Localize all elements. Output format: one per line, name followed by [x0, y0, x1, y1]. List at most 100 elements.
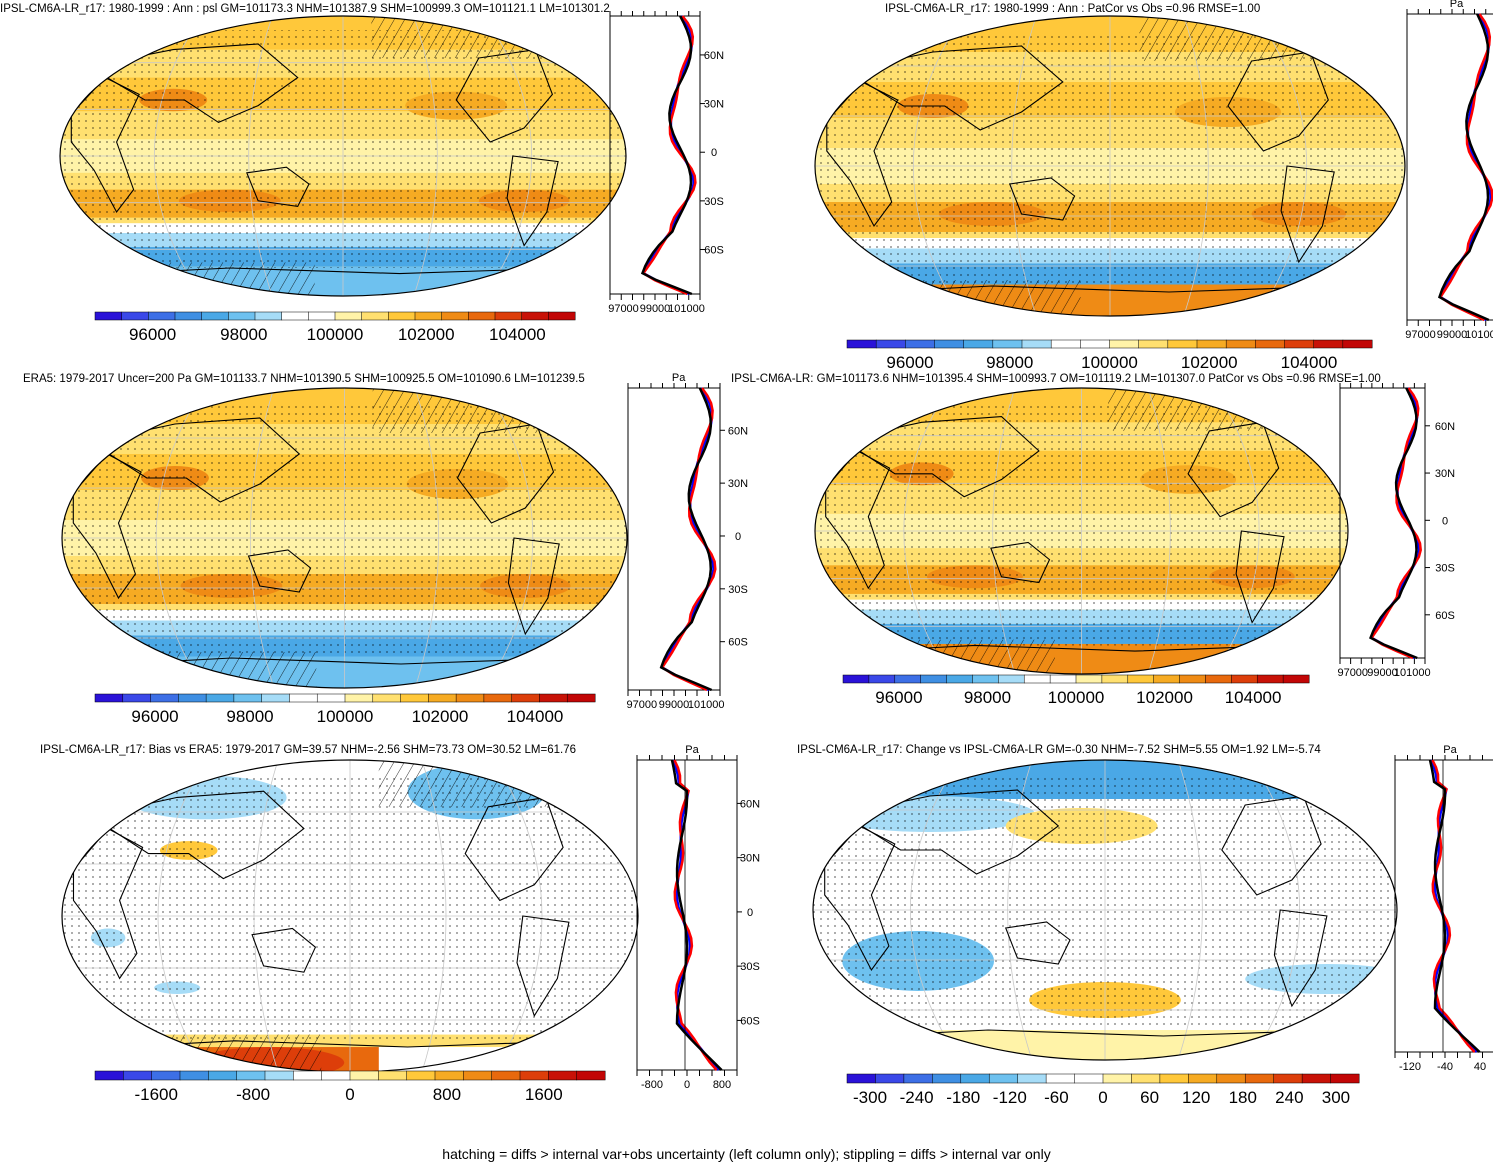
colorbar-swatch — [548, 1070, 578, 1081]
coastline — [1008, 177, 1076, 221]
colorbar-swatch — [1284, 339, 1315, 349]
colorbar-swatch — [468, 311, 496, 321]
zonal-axis-label: 99000 — [659, 699, 690, 711]
graticule-lon — [493, 760, 543, 1072]
colorbar-tick-label: -240 — [900, 1088, 934, 1107]
zonal-axis-label: 99000 — [1367, 667, 1398, 679]
colorbar-tick-label: -800 — [236, 1085, 270, 1104]
zonal-axis-label: 99000 — [640, 303, 671, 315]
colorbar-tick-label: 100000 — [1081, 353, 1138, 372]
zonal-line-model-a — [641, 15, 697, 296]
zonal-axis-label: 101000 — [1465, 329, 1493, 341]
map-outline — [814, 387, 1349, 675]
panel-title: IPSL-CM6A-LR: GM=101173.6 NHM=101395.4 S… — [731, 373, 1381, 385]
zonal-axis-label: 97000 — [627, 699, 658, 711]
colorbar-tick-label: 240 — [1275, 1088, 1303, 1107]
graticule-lon — [1007, 760, 1033, 1060]
colorbar-swatch — [122, 693, 152, 703]
graticule-lon — [1250, 760, 1300, 1060]
panel-title: IPSL-CM6A-LR_r17: 1980-1999 : Ann : PatC… — [885, 3, 1261, 15]
zonal-plot: -120 -40 40 Pa — [1394, 744, 1493, 1073]
latitude-label: 60S — [740, 1015, 760, 1027]
colorbar-swatch — [846, 1073, 876, 1084]
colorbar-swatch — [179, 1070, 209, 1081]
colorbar: 96000 98000 100000 102000 104000 — [94, 311, 576, 344]
colorbar-swatch — [205, 693, 235, 703]
colorbar-swatch — [150, 693, 179, 703]
colorbar-swatch — [1127, 674, 1155, 684]
colorbar-swatch — [1101, 674, 1129, 684]
zonal-unit: Pa — [685, 744, 699, 756]
colorbar-swatch — [463, 1070, 493, 1081]
colorbar-tick-label: 800 — [433, 1085, 461, 1104]
coastline — [1273, 909, 1328, 1008]
latitude-label: 30S — [728, 584, 748, 596]
latitude-label: 60N — [728, 425, 748, 437]
colorbar-swatch — [121, 311, 149, 321]
map-outline — [814, 15, 1406, 317]
graticule-lon — [249, 388, 275, 688]
zonal-line-obs — [670, 759, 723, 1071]
zonal-line-obs — [1428, 759, 1481, 1053]
coastline — [506, 155, 559, 247]
colorbar-swatch — [372, 693, 402, 703]
colorbar-swatch — [519, 1070, 549, 1081]
hatching — [874, 280, 1081, 316]
coastline — [840, 416, 1040, 498]
colorbar-swatch — [1075, 674, 1103, 684]
zonal-axis-label: 97000 — [608, 303, 639, 315]
colorbar-tick-label: 104000 — [1281, 353, 1338, 372]
colorbar-tick-label: 98000 — [220, 325, 267, 344]
map-field — [815, 388, 1348, 674]
chart-p3: 96000 98000 100000 102000 104000 97000 9900010… — [61, 372, 748, 726]
map-outline — [59, 15, 627, 297]
coastline — [1280, 165, 1335, 264]
colorbar-swatch — [511, 693, 540, 703]
colorbar-tick-label: 104000 — [507, 707, 564, 726]
colorbar-swatch — [960, 1073, 990, 1084]
colorbar-swatch — [963, 339, 994, 349]
colorbar-swatch — [388, 311, 416, 321]
colorbar-swatch — [228, 311, 256, 321]
graticule-lon — [910, 760, 960, 1060]
colorbar-swatch — [1153, 674, 1181, 684]
colorbar-swatch — [254, 311, 283, 321]
colorbar-tick-label: 96000 — [886, 353, 933, 372]
colorbar-swatch — [1231, 674, 1258, 684]
colorbar-tick-label: 104000 — [1225, 688, 1282, 707]
hatching — [378, 760, 552, 807]
latitude-label: 60S — [704, 245, 724, 257]
graticule-lon — [155, 388, 204, 688]
colorbar: 96000 98000 100000 102000 104000 — [842, 674, 1310, 707]
colorbar-swatch — [875, 339, 906, 349]
colorbar-tick-label: 1600 — [525, 1085, 563, 1104]
colorbar-tick-label: 96000 — [875, 688, 922, 707]
chart-p1: 96000 98000 100000 102000 104000 97000 9900010… — [59, 11, 724, 344]
colorbar-swatch — [1330, 1073, 1360, 1084]
colorbar: 96000 98000 100000 102000 104000 — [94, 693, 596, 726]
colorbar-tick-label: 98000 — [226, 707, 273, 726]
coastline — [1004, 921, 1071, 965]
colorbar-swatch — [521, 311, 549, 321]
graticule-lon — [913, 16, 963, 316]
colorbar-swatch — [174, 311, 203, 321]
graticule-lon — [153, 16, 202, 296]
colorbar-swatch — [123, 1070, 153, 1081]
latitude-label: 30N — [704, 99, 724, 111]
colorbar-swatch — [361, 311, 389, 321]
coastline — [89, 790, 305, 880]
colorbar-tick-label: 104000 — [489, 325, 546, 344]
colorbar-swatch — [1301, 1073, 1332, 1084]
graticule-lon — [1183, 16, 1209, 316]
colorbar-swatch — [1131, 1073, 1161, 1084]
colorbar-swatch — [992, 339, 1023, 349]
colorbar-tick-label: -1600 — [134, 1085, 177, 1104]
graticule-lon — [421, 760, 447, 1072]
latitude-label: 60N — [740, 798, 760, 810]
colorbar-swatch — [378, 1070, 408, 1081]
zonal-axis-label: -40 — [1437, 1061, 1453, 1073]
colorbar-swatch — [281, 311, 309, 321]
panel-title: IPSL-CM6A-LR_r17: Change vs IPSL-CM6A-LR… — [797, 744, 1321, 756]
